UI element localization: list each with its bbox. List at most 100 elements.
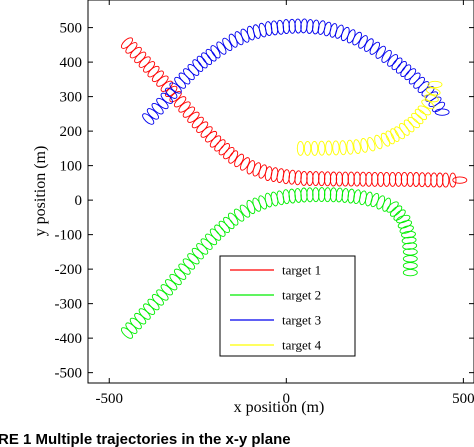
point-marker <box>222 37 233 52</box>
point-marker <box>402 248 418 256</box>
point-marker <box>294 188 302 203</box>
point-marker <box>294 18 302 34</box>
x-tick-label: 0 <box>283 391 291 407</box>
point-marker <box>233 208 245 222</box>
point-marker <box>360 138 369 153</box>
point-marker <box>389 205 403 217</box>
point-marker <box>375 45 386 59</box>
point-marker <box>353 171 361 187</box>
point-marker <box>341 188 350 203</box>
point-marker <box>310 140 319 156</box>
point-marker <box>196 55 208 69</box>
point-marker <box>312 171 320 187</box>
point-marker <box>394 171 403 187</box>
point-marker <box>388 171 397 187</box>
point-marker <box>395 60 407 74</box>
point-marker <box>312 187 320 203</box>
y-tick-label: 200 <box>60 124 83 140</box>
point-marker <box>397 220 413 229</box>
point-marker <box>270 20 279 36</box>
point-marker <box>381 49 392 63</box>
point-marker <box>294 170 302 186</box>
y-tick-label: 100 <box>60 159 83 175</box>
point-marker <box>402 268 418 277</box>
point-marker <box>192 59 204 72</box>
series-2 <box>120 187 418 339</box>
x-tick-label: 500 <box>452 391 474 407</box>
point-marker <box>377 171 385 187</box>
legend: target 1 target 2 target 3 target 4 <box>219 255 356 357</box>
point-marker <box>401 230 416 239</box>
legend-entry: target 3 <box>230 313 321 328</box>
y-tick-label: -100 <box>55 228 83 244</box>
y-tick-label: -200 <box>55 262 83 278</box>
point-marker <box>151 102 164 115</box>
point-marker <box>296 140 305 156</box>
point-marker <box>335 187 344 203</box>
legend-label: target 3 <box>282 313 321 328</box>
point-marker <box>359 171 367 187</box>
point-marker <box>300 18 308 34</box>
x-tick-label: -500 <box>95 391 123 407</box>
point-marker <box>318 171 326 187</box>
point-marker <box>306 171 314 186</box>
point-marker <box>421 99 435 110</box>
point-marker <box>347 188 355 204</box>
point-marker <box>374 134 383 150</box>
point-marker <box>303 140 312 156</box>
point-marker <box>329 171 338 187</box>
series-1 <box>120 37 468 188</box>
point-marker <box>417 105 432 116</box>
point-marker <box>400 171 409 187</box>
point-marker <box>452 176 468 184</box>
legend-label: target 4 <box>282 338 322 353</box>
point-marker <box>341 171 349 187</box>
point-marker <box>300 170 308 186</box>
y-tick-label: -400 <box>55 331 83 347</box>
y-tick-label: 300 <box>60 90 83 106</box>
legend-label: target 1 <box>282 263 321 278</box>
point-marker <box>426 87 441 96</box>
point-marker <box>367 137 376 152</box>
point-marker <box>396 214 411 224</box>
point-marker <box>353 139 361 154</box>
point-marker <box>323 187 332 203</box>
point-marker <box>402 242 418 250</box>
point-marker <box>442 172 450 188</box>
point-marker <box>434 108 450 116</box>
point-marker <box>282 189 291 205</box>
point-marker <box>318 140 326 156</box>
point-marker <box>449 172 457 188</box>
point-marker <box>332 140 340 156</box>
point-marker <box>402 255 418 263</box>
point-marker <box>312 19 320 35</box>
point-marker <box>201 52 213 66</box>
point-marker <box>403 119 415 133</box>
point-marker <box>424 172 432 188</box>
series-3 <box>142 18 450 125</box>
legend-entries: target 1 target 2 target 3 target 4 <box>230 263 322 353</box>
point-marker <box>385 130 395 145</box>
point-marker <box>182 106 196 118</box>
point-marker <box>401 236 417 245</box>
point-marker <box>169 273 182 286</box>
point-marker <box>402 262 418 270</box>
point-marker <box>288 188 296 204</box>
point-marker <box>365 171 373 187</box>
point-marker <box>346 139 354 155</box>
point-marker <box>424 94 439 103</box>
point-marker <box>182 258 196 270</box>
point-marker <box>300 187 308 203</box>
point-marker <box>347 171 355 187</box>
point-marker <box>288 169 296 185</box>
legend-entry: target 2 <box>230 288 321 303</box>
point-marker <box>371 171 379 187</box>
series-marks <box>120 18 468 339</box>
point-marker <box>223 216 235 230</box>
point-marker <box>329 187 338 203</box>
series-4 <box>296 80 443 156</box>
point-marker <box>209 228 222 241</box>
y-tick-label: -300 <box>55 297 83 313</box>
point-marker <box>210 45 221 59</box>
